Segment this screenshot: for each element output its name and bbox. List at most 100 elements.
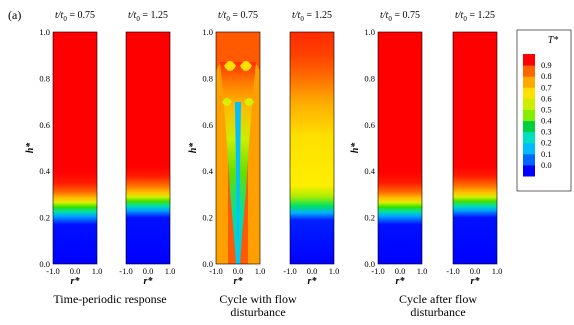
panel-frame: [377, 31, 423, 265]
panel-label: (a): [8, 8, 21, 22]
x-tick-label: -1.0: [119, 266, 132, 276]
time-label: t/t0 = 1.25: [455, 10, 495, 23]
plume-swirl: [244, 98, 254, 106]
y-axis-label: h*: [25, 142, 36, 154]
panel-frame: [215, 31, 261, 265]
y-tick-label: 0.8: [39, 73, 50, 83]
contour-panel: t/t0 = 1.25 -1.0 0.0 1.0 r*: [446, 10, 502, 287]
field-fill: [290, 32, 334, 264]
plume-swirl: [224, 61, 236, 71]
colorbar-tick-label: 0.1: [541, 149, 552, 159]
x-axis-label: r*: [71, 276, 81, 287]
panel-frame: [289, 31, 335, 265]
x-tick-label: -1.0: [283, 266, 296, 276]
colorbar-swatch: [523, 142, 535, 155]
panel-frame: [452, 31, 498, 265]
panel-frame: [52, 31, 98, 265]
y-axis-label: h*: [350, 142, 361, 154]
contour-panel: t/t0 = 1.25 -1.0 0.0 1.0 r*: [283, 10, 339, 287]
y-tick-label: 0.4: [202, 166, 213, 176]
y-tick-label: 0.2: [364, 213, 375, 223]
field-fill: [453, 32, 497, 264]
y-tick-label: 0.4: [39, 166, 50, 176]
field-fill: [53, 32, 97, 264]
x-tick-label: 1.0: [417, 266, 428, 276]
colorbar-swatch: [523, 76, 535, 88]
colorbar-swatch: [523, 109, 535, 122]
x-axis-label: r*: [471, 276, 481, 287]
x-tick-label: 1.0: [329, 266, 340, 276]
x-tick-label: 1.0: [255, 266, 266, 276]
colorbar: T* 0.90.80.70.60.5 0.40.30.20.10.0: [516, 29, 572, 192]
x-tick-label: -1.0: [371, 266, 384, 276]
x-tick-label: 0.0: [395, 266, 406, 276]
y-tick-label: 0.2: [39, 213, 50, 223]
y-tick-label: 0.8: [202, 73, 213, 83]
x-tick-label: 0.0: [470, 266, 481, 276]
contour-panel: t/t0 = 0.75 -1.0 0.0 1.0 r*: [371, 10, 427, 287]
y-tick-label: 0.6: [364, 120, 375, 130]
field-fill: [378, 32, 422, 264]
x-tick-label: -1.0: [209, 266, 222, 276]
colorbar-swatch: [523, 54, 535, 66]
x-tick-label: 1.0: [492, 266, 503, 276]
colorbar-frame: [516, 29, 572, 192]
x-tick-label: 0.0: [143, 266, 154, 276]
colorbar-tick-label: 0.2: [541, 138, 552, 148]
contour-panel: t/t0 = 1.25 -1.0 0.0 1.0 r*: [119, 10, 175, 287]
plume-swirl: [240, 61, 252, 71]
colorbar-swatch: [523, 65, 535, 77]
time-label: t/t0 = 1.25: [292, 10, 332, 23]
x-tick-label: 0.0: [233, 266, 244, 276]
y-tick-label: 0.8: [364, 73, 375, 83]
colorbar-title: T*: [548, 35, 559, 46]
time-label: t/t0 = 0.75: [55, 10, 95, 23]
x-tick-label: 1.0: [165, 266, 176, 276]
colorbar-tick-label: 0.7: [541, 82, 552, 92]
y-tick-label: 0.4: [364, 166, 375, 176]
caption-time-periodic: Time-periodic response: [53, 292, 167, 306]
x-axis-label: r*: [396, 276, 406, 287]
y-tick-label: 0.0: [202, 259, 213, 269]
x-axis-label: r*: [234, 276, 244, 287]
time-label: t/t0 = 0.75: [380, 10, 420, 23]
colorbar-tick-label: 0.5: [541, 104, 552, 114]
colorbar-swatch: [523, 120, 535, 133]
contour-panel: t/t0 = 0.75 -1.0 0.0 1.0 r*: [46, 10, 102, 287]
x-axis-label: r*: [144, 276, 154, 287]
time-label: t/t0 = 1.25: [128, 10, 168, 23]
colorbar-tick-label: 0.8: [541, 71, 552, 81]
colorbar-tick-label: 0.9: [541, 60, 552, 70]
colorbar-tick-label: 0.0: [541, 160, 552, 170]
y-tick-label: 0.0: [39, 259, 50, 269]
panel-frame: [125, 31, 171, 265]
contour-panel: t/t0 = 0.75 -1.0 0.0 1.0 r*: [209, 10, 265, 287]
colorbar-swatch: [523, 131, 535, 144]
colorbar-tick-label: 0.4: [541, 116, 552, 126]
time-label: t/t0 = 0.75: [218, 10, 258, 23]
y-tick-label: 1.0: [202, 27, 213, 37]
x-tick-label: -1.0: [446, 266, 459, 276]
x-tick-label: 1.0: [92, 266, 103, 276]
colorbar-swatch: [523, 153, 535, 166]
x-axis-label: r*: [308, 276, 318, 287]
caption-after-disturbance: Cycle after flow disturbance: [399, 292, 477, 319]
plume-stem: [235, 102, 241, 239]
x-tick-label: 0.0: [307, 266, 318, 276]
colorbar-swatch: [523, 98, 535, 110]
colorbar-swatch: [523, 164, 535, 177]
y-tick-label: 1.0: [39, 27, 50, 37]
y-tick-label: 0.6: [39, 120, 50, 130]
colorbar-tick-label: 0.3: [541, 127, 552, 137]
y-tick-label: 0.6: [202, 120, 213, 130]
y-axis-label: h*: [188, 142, 199, 154]
x-tick-label: -1.0: [46, 266, 59, 276]
plume-swirl: [222, 98, 232, 106]
colorbar-tick-label: 0.6: [541, 93, 552, 103]
caption-with-disturbance: Cycle with flow disturbance: [219, 292, 297, 319]
y-tick-label: 1.0: [364, 27, 375, 37]
colorbar-swatch: [523, 87, 535, 99]
y-tick-label: 0.0: [364, 259, 375, 269]
field-fill: [126, 32, 170, 264]
